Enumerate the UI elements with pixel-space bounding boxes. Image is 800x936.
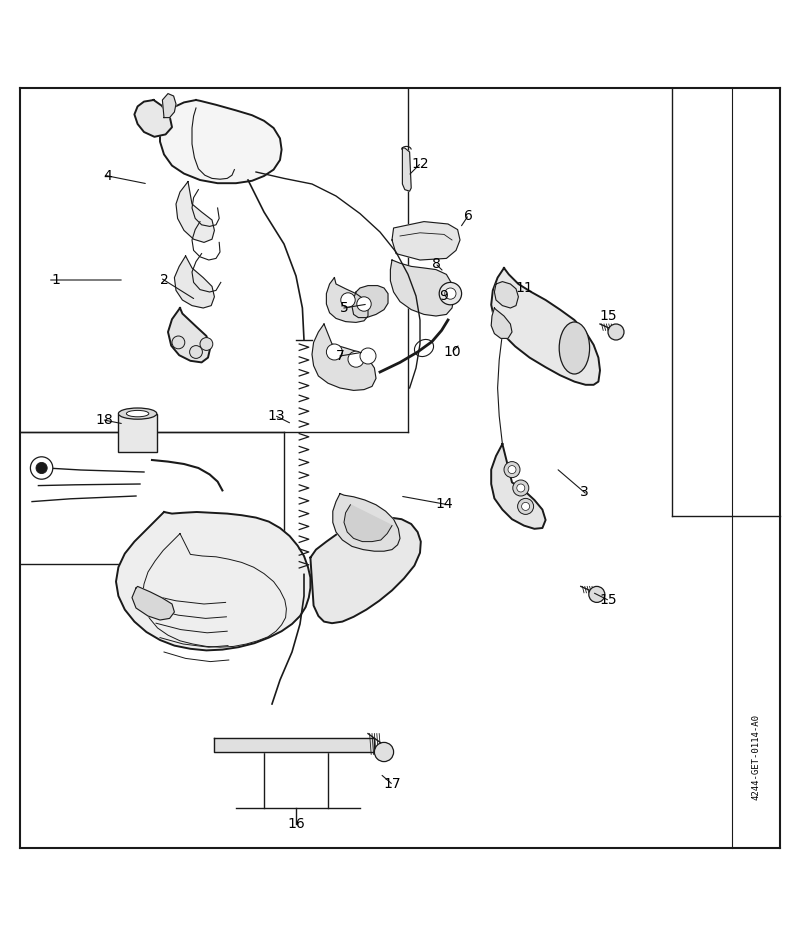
Circle shape bbox=[172, 336, 185, 349]
Polygon shape bbox=[390, 260, 454, 316]
Polygon shape bbox=[160, 100, 282, 183]
Ellipse shape bbox=[559, 322, 590, 374]
Polygon shape bbox=[326, 278, 368, 322]
Text: 2: 2 bbox=[160, 273, 168, 287]
Text: 4: 4 bbox=[104, 169, 112, 183]
Circle shape bbox=[326, 344, 342, 360]
Text: 8: 8 bbox=[431, 257, 441, 271]
Circle shape bbox=[341, 293, 355, 307]
Circle shape bbox=[360, 348, 376, 364]
Circle shape bbox=[445, 288, 456, 300]
Text: 15: 15 bbox=[599, 309, 617, 323]
Polygon shape bbox=[174, 256, 214, 308]
Circle shape bbox=[30, 457, 53, 479]
Circle shape bbox=[36, 462, 47, 474]
Circle shape bbox=[190, 345, 202, 358]
Text: 14: 14 bbox=[435, 497, 453, 511]
Circle shape bbox=[357, 297, 371, 311]
Polygon shape bbox=[402, 148, 411, 191]
Text: 10: 10 bbox=[443, 345, 461, 359]
Circle shape bbox=[374, 742, 394, 762]
Bar bbox=[118, 414, 157, 452]
Text: 15: 15 bbox=[599, 593, 617, 607]
Polygon shape bbox=[312, 324, 376, 390]
Polygon shape bbox=[134, 100, 172, 137]
Text: 18: 18 bbox=[95, 413, 113, 427]
Text: 1: 1 bbox=[51, 273, 61, 287]
Circle shape bbox=[348, 351, 364, 367]
Text: 3: 3 bbox=[580, 485, 588, 499]
Polygon shape bbox=[132, 586, 174, 620]
Text: 5: 5 bbox=[340, 301, 348, 315]
Text: 17: 17 bbox=[383, 777, 401, 791]
Polygon shape bbox=[162, 94, 176, 118]
Polygon shape bbox=[116, 512, 310, 651]
Circle shape bbox=[522, 503, 530, 510]
Text: 12: 12 bbox=[411, 157, 429, 171]
Polygon shape bbox=[352, 285, 388, 317]
Polygon shape bbox=[176, 182, 214, 242]
Polygon shape bbox=[333, 493, 400, 551]
Circle shape bbox=[439, 283, 462, 305]
Text: 7: 7 bbox=[336, 349, 344, 363]
Polygon shape bbox=[494, 282, 518, 308]
Polygon shape bbox=[214, 739, 374, 752]
Circle shape bbox=[518, 498, 534, 515]
Text: 6: 6 bbox=[463, 209, 473, 223]
Polygon shape bbox=[310, 518, 421, 623]
Circle shape bbox=[504, 461, 520, 477]
Text: 9: 9 bbox=[439, 289, 449, 303]
Text: 13: 13 bbox=[267, 409, 285, 423]
Polygon shape bbox=[392, 222, 460, 260]
Polygon shape bbox=[491, 308, 512, 339]
Polygon shape bbox=[491, 268, 600, 385]
Text: 11: 11 bbox=[515, 281, 533, 295]
Circle shape bbox=[608, 324, 624, 340]
Circle shape bbox=[517, 484, 525, 492]
Ellipse shape bbox=[118, 408, 157, 419]
Polygon shape bbox=[168, 308, 210, 362]
Polygon shape bbox=[491, 444, 546, 529]
Circle shape bbox=[513, 480, 529, 496]
Ellipse shape bbox=[126, 410, 149, 417]
Text: 16: 16 bbox=[287, 817, 305, 831]
Polygon shape bbox=[344, 505, 392, 542]
Circle shape bbox=[589, 586, 605, 603]
Circle shape bbox=[200, 338, 213, 350]
Text: 4244-GET-0114-A0: 4244-GET-0114-A0 bbox=[751, 714, 761, 800]
Circle shape bbox=[508, 465, 516, 474]
